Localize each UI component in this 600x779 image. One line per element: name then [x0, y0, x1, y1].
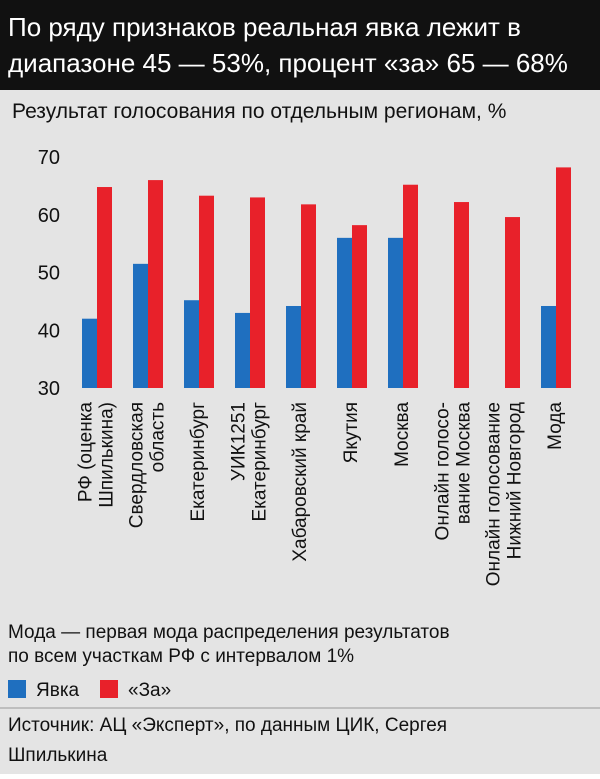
- bar: [454, 202, 469, 388]
- note: Мода — первая мода распределения результ…: [8, 622, 450, 667]
- x-tick-label: УИК1251Екатеринбург: [229, 402, 271, 522]
- x-tick-label: Якутия: [341, 402, 362, 463]
- x-tick-label: РФ (оценкаШпилькина): [76, 402, 118, 508]
- header-band: [0, 0, 600, 90]
- y-tick-label: 50: [38, 263, 60, 285]
- x-tick-label-group: УИК1251Екатеринбург: [229, 402, 271, 522]
- x-tick-label-group: Мода: [545, 402, 566, 450]
- bar: [388, 237, 403, 388]
- bar: [250, 197, 265, 388]
- bar: [148, 180, 163, 388]
- x-tick-label: Свердловскаяобласть: [127, 402, 169, 528]
- bar: [505, 217, 520, 388]
- bar: [301, 204, 316, 388]
- x-tick-label-group: Хабаровский край: [290, 402, 311, 562]
- x-tick-label-group: Онлайн голосо-вание Москва: [433, 402, 475, 541]
- x-tick-label: Мода: [545, 402, 566, 450]
- chart-subtitle: Результат голосования по отдельным регио…: [12, 100, 506, 123]
- x-tick-label: Хабаровский край: [290, 402, 311, 562]
- y-tick-label: 40: [38, 320, 60, 342]
- bar: [133, 263, 148, 388]
- x-tick-label: Онлайн голосо-вание Москва: [433, 402, 475, 541]
- bar: [541, 305, 556, 388]
- x-tick-label-group: Москва: [392, 402, 413, 467]
- legend-swatch: [100, 680, 118, 698]
- bar: [556, 167, 571, 388]
- source: Источник: АЦ «Эксперт», по данным ЦИК, С…: [8, 715, 447, 766]
- bar: [235, 312, 250, 388]
- x-tick-label: Екатеринбург: [188, 402, 209, 522]
- legend-label: «За»: [128, 680, 171, 701]
- x-tick-label: Москва: [392, 402, 413, 467]
- y-tick-label: 60: [38, 205, 60, 227]
- bar: [403, 184, 418, 388]
- bar: [286, 305, 301, 388]
- bar: [184, 300, 199, 388]
- legend-label: Явка: [36, 680, 80, 701]
- y-tick-label: 30: [38, 378, 60, 400]
- x-tick-label-group: Свердловскаяобласть: [127, 402, 169, 528]
- y-tick-label: 70: [38, 147, 60, 169]
- bar: [97, 187, 112, 388]
- bar: [352, 225, 367, 388]
- x-tick-label: Онлайн голосованиеНижний Новгород: [484, 402, 526, 586]
- bar: [199, 195, 214, 388]
- x-tick-label-group: Онлайн голосованиеНижний Новгород: [484, 402, 526, 586]
- x-tick-label-group: РФ (оценкаШпилькина): [76, 402, 118, 508]
- legend-swatch: [8, 680, 26, 698]
- bar: [82, 318, 97, 388]
- x-tick-label-group: Екатеринбург: [188, 402, 209, 522]
- bar: [337, 237, 352, 388]
- x-tick-label-group: Якутия: [341, 402, 362, 463]
